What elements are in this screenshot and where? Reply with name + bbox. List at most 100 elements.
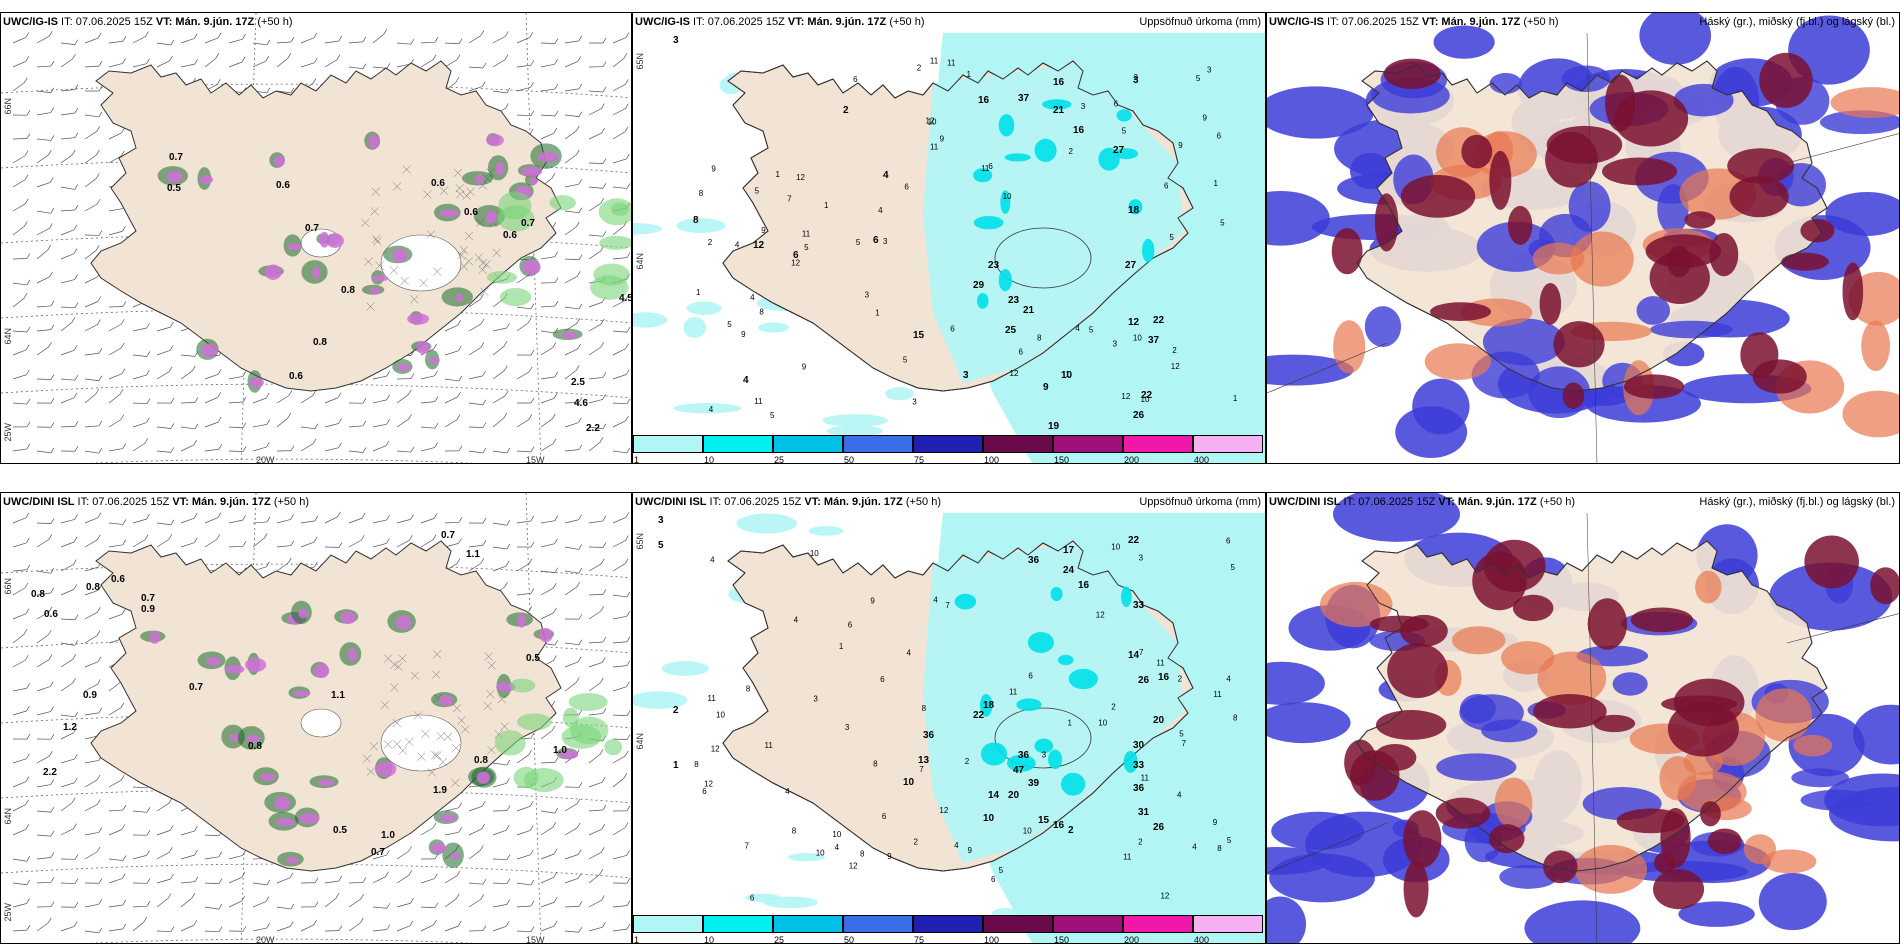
panel-title: UWC/IG-IS IT: 07.06.2025 15Z VT: Mán. 9.… <box>635 16 924 28</box>
value-label: 20 <box>1153 715 1165 726</box>
svg-text:6: 6 <box>702 787 707 796</box>
value-label: 14 <box>1128 650 1140 661</box>
svg-text:5: 5 <box>804 243 809 252</box>
latitude-label: 25W <box>3 423 13 442</box>
colorbar-segment: 150 <box>1053 435 1123 463</box>
svg-text:3: 3 <box>1113 339 1118 348</box>
svg-text:11: 11 <box>708 694 717 703</box>
svg-text:11: 11 <box>1213 690 1222 699</box>
latitude-label: 64N <box>635 253 645 270</box>
colorbar-label: 100 <box>984 455 1000 464</box>
value-label: 22 <box>1141 390 1153 401</box>
value-label: 0.6 <box>431 178 445 189</box>
map-panel[interactable]: 0.7 1.1 0.8 0.6 0.8 0.6 0.9 0.7 0.7 0.9 1.2 2.2 0.8 1… <box>0 492 632 944</box>
colorbar-segment: 25 <box>773 915 843 943</box>
value-label: 0.7 <box>441 530 455 541</box>
value-label: 0.7 <box>141 593 155 604</box>
valid-time: Mán. 9.jún. 17Z <box>1454 496 1537 508</box>
map-panel[interactable]: UWC/IG-IS IT: 07.06.2025 15Z VT: Mán. 9.… <box>1266 12 1900 464</box>
panel-title: UWC/IG-IS IT: 07.06.2025 15Z VT: Mán. 9.… <box>3 16 292 28</box>
value-label: 0.7 <box>169 152 183 163</box>
svg-text:11: 11 <box>930 143 939 152</box>
lead-time: (+50 h) <box>254 16 293 28</box>
svg-text:7: 7 <box>787 194 792 203</box>
svg-text:6: 6 <box>880 675 885 684</box>
map-panel[interactable]: 4 4 2 5 4 6 2 11 12 12 2 1 12 5 10 6 11 6 8 11 6 11 7 11 4 3 1 3 2 3 1… <box>632 492 1266 944</box>
value-label: 23 <box>988 260 1000 271</box>
svg-text:4: 4 <box>785 787 790 796</box>
map-panel[interactable]: 0.7 0.5 0.6 0.7 0.6 0.6 0.6 0.7 0.8 0.8 0.6 4.5 2.5 4… <box>0 12 632 464</box>
colorbar-label: 200 <box>1124 935 1140 944</box>
colorbar-segment: 100 <box>983 435 1053 463</box>
precip-colorbar: 1 10 25 50 75 100 150 200 400 <box>633 915 1263 943</box>
svg-text:2: 2 <box>914 837 919 846</box>
svg-text:4: 4 <box>1177 790 1182 799</box>
map-panel[interactable]: 12 5 10 8 3 2 9 5 6 7 11 1 5 3 2 5 6 11 11 1 8 2 12 8 5 9 1 10 5 4 10 5… <box>632 12 1266 464</box>
value-label: 16 <box>1078 580 1090 591</box>
value-label: 21 <box>1053 105 1065 116</box>
svg-text:9: 9 <box>802 362 807 371</box>
svg-text:8: 8 <box>860 850 865 859</box>
value-label: 0.5 <box>526 653 540 664</box>
value-label: 1.1 <box>466 549 480 560</box>
value-label: 36 <box>1133 783 1145 794</box>
value-label: 4.5 <box>619 293 632 304</box>
svg-text:11: 11 <box>754 397 763 406</box>
longitude-label: 20W <box>256 455 275 464</box>
svg-text:6: 6 <box>1226 537 1231 546</box>
value-label: 2 <box>843 105 849 116</box>
valid-time-label: VT: <box>804 496 821 508</box>
value-label: 1.1 <box>331 690 345 701</box>
svg-text:6: 6 <box>1164 181 1169 190</box>
precipitation-map: 4425462111212211251061168116117114313231… <box>633 513 1265 943</box>
value-label: 0.7 <box>371 847 385 858</box>
latitude-label: 64N <box>3 328 13 345</box>
model-name: UWC/DINI ISL <box>1269 496 1341 508</box>
svg-text:6: 6 <box>1217 132 1222 141</box>
svg-text:2: 2 <box>965 757 970 766</box>
svg-text:12: 12 <box>849 861 858 870</box>
colorbar-label: 50 <box>844 935 855 944</box>
svg-text:1: 1 <box>1214 179 1219 188</box>
init-time: IT: 07.06.2025 15Z <box>690 16 788 28</box>
colorbar-segment: 10 <box>703 915 773 943</box>
svg-text:7: 7 <box>1182 739 1187 748</box>
map-panel[interactable]: UWC/DINI ISL IT: 07.06.2025 15Z VT: Mán.… <box>1266 492 1900 944</box>
panel-field-title: Uppsöfnuð úrkoma (mm) <box>1139 16 1261 28</box>
svg-text:4: 4 <box>1075 324 1080 333</box>
value-label: 37 <box>1148 335 1160 346</box>
value-label: 23 <box>1008 295 1020 306</box>
model-name: UWC/DINI ISL <box>3 496 75 508</box>
svg-text:5: 5 <box>1227 836 1232 845</box>
svg-text:1: 1 <box>824 201 829 210</box>
svg-text:1: 1 <box>696 288 701 297</box>
colorbar-label: 25 <box>774 935 785 944</box>
svg-text:5: 5 <box>999 866 1004 875</box>
init-time: IT: 07.06.2025 15Z <box>58 16 156 28</box>
lead-time: (+50 h) <box>1520 16 1559 28</box>
svg-text:10: 10 <box>1098 718 1107 727</box>
colorbar-segment: 50 <box>843 915 913 943</box>
value-label: 0.8 <box>86 582 100 593</box>
value-label: 26 <box>1138 675 1150 686</box>
svg-text:3: 3 <box>845 723 850 732</box>
svg-text:5: 5 <box>1169 233 1174 242</box>
value-label: 0.5 <box>333 825 347 836</box>
svg-text:11: 11 <box>802 230 811 239</box>
svg-text:8: 8 <box>1037 334 1042 343</box>
colorbar-label: 75 <box>914 455 925 464</box>
panel-field-title: Háský (gr.), miðský (fj.bl.) og lágský (… <box>1699 496 1895 508</box>
init-time: IT: 07.06.2025 15Z <box>74 496 173 508</box>
value-label: 1.2 <box>63 722 77 733</box>
value-label: 16 <box>1073 125 1085 136</box>
svg-text:8: 8 <box>1233 714 1238 723</box>
colorbar-segment: 75 <box>913 915 983 943</box>
svg-text:7: 7 <box>919 765 924 774</box>
svg-text:3: 3 <box>1207 66 1212 75</box>
svg-text:1: 1 <box>1065 370 1070 379</box>
colorbar-label: 25 <box>774 455 785 464</box>
value-label: 19 <box>1048 421 1060 432</box>
model-name: UWC/IG-IS <box>1269 16 1324 28</box>
svg-text:8: 8 <box>873 760 878 769</box>
value-label: 0.8 <box>313 337 327 348</box>
